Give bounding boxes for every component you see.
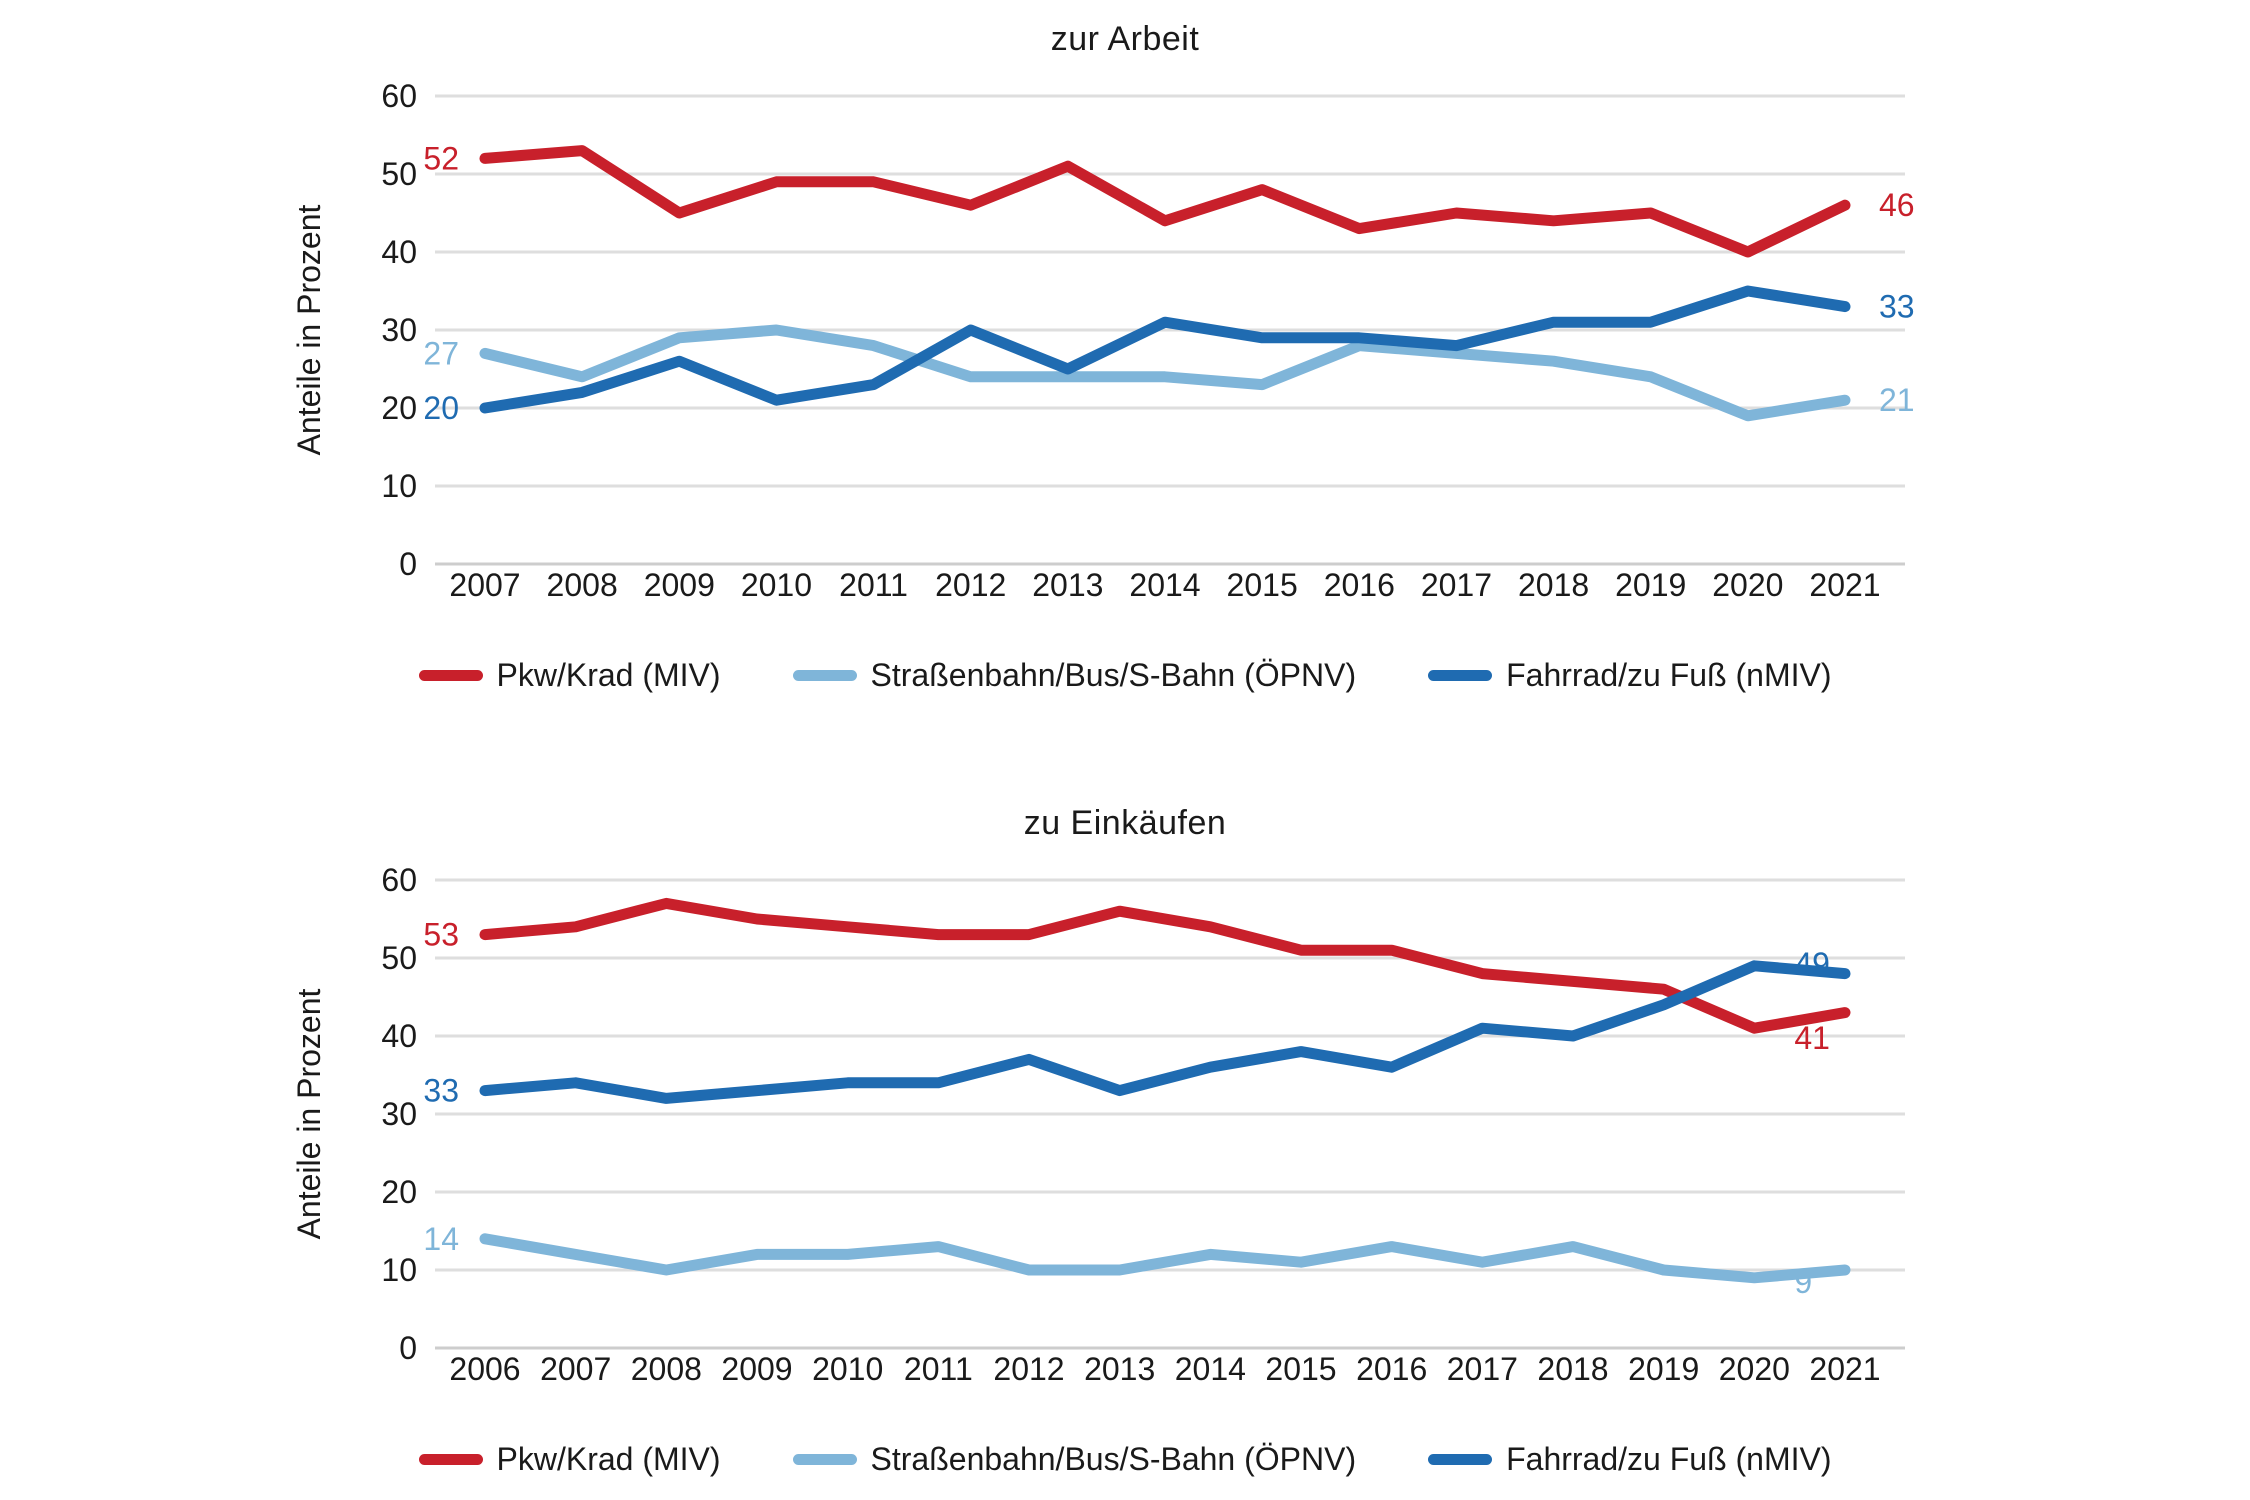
legend-line-swatch-miv [418, 1453, 483, 1465]
x-tick-label-2015: 2015 [1227, 567, 1298, 603]
x-tick-label-2017: 2017 [1421, 567, 1492, 603]
chart-title-zur-arbeit: zur Arbeit [1050, 20, 1200, 58]
x-tick-label-2014: 2014 [1175, 1351, 1246, 1387]
y-tick-label-0: 0 [399, 1330, 417, 1366]
legend-label-oepnv: Straßenbahn/Bus/S-Bahn (ÖPNV) [870, 1441, 1357, 1477]
modal-split-figure: zur Arbeit 0 10 20 30 40 50 60 2007 2008 2009 2010… [0, 22, 2250, 1475]
x-tick-label-2021: 2021 [1809, 567, 1880, 603]
y-axis-title: Anteile in Prozent [291, 204, 327, 455]
y-tick-label-60: 60 [381, 862, 417, 898]
legend-label-miv: Pkw/Krad (MIV) [496, 657, 721, 693]
legend-item-nmiv: Fahrrad/zu Fuß (nMIV) [1428, 657, 1832, 693]
series-end-label-2: 33 [1879, 289, 1915, 325]
series-end-label-0: 41 [1794, 1020, 1830, 1056]
series-start-label-2: 20 [423, 390, 459, 426]
x-tick-label-2012: 2012 [993, 1351, 1064, 1387]
x-tick-label-2008: 2008 [547, 567, 618, 603]
x-tick-label-2017: 2017 [1447, 1351, 1518, 1387]
x-tick-label-2008: 2008 [631, 1351, 702, 1387]
y-tick-label-50: 50 [381, 940, 417, 976]
series-start-label-0: 53 [423, 917, 459, 953]
y-tick-label-60: 60 [381, 78, 417, 114]
line-plot-zu-einkaeufen: 0 10 20 30 40 50 60 2006 2007 2008 2009 2010 2011 201… [291, 862, 1905, 1387]
y-tick-label-10: 10 [381, 1252, 417, 1288]
legend-line-swatch-oepnv [792, 669, 857, 681]
y-tick-label-0: 0 [399, 546, 417, 582]
legend-line-swatch-nmiv [1428, 669, 1493, 681]
y-tick-label-30: 30 [381, 312, 417, 348]
x-tick-label-2009: 2009 [644, 567, 715, 603]
series-line-1 [479, 1233, 1851, 1284]
chart-title-zu-einkaeufen: zu Einkäufen [1023, 804, 1227, 842]
series-line-0 [479, 145, 1851, 258]
x-tick-label-2013: 2013 [1084, 1351, 1155, 1387]
x-tick-label-2006: 2006 [449, 1351, 520, 1387]
legend-item-nmiv: Fahrrad/zu Fuß (nMIV) [1428, 1441, 1832, 1477]
x-tick-label-2009: 2009 [721, 1351, 792, 1387]
x-tick-label-2011: 2011 [904, 1351, 973, 1387]
x-tick-label-2016: 2016 [1324, 567, 1395, 603]
series-start-label-1: 14 [423, 1221, 459, 1257]
legend-item-miv: Pkw/Krad (MIV) [418, 1441, 721, 1477]
x-tick-label-2015: 2015 [1265, 1351, 1336, 1387]
x-tick-label-2020: 2020 [1712, 567, 1783, 603]
y-tick-label-40: 40 [381, 234, 417, 270]
series-start-label-2: 33 [423, 1073, 459, 1109]
y-tick-label-20: 20 [381, 390, 417, 426]
x-tick-label-2018: 2018 [1537, 1351, 1608, 1387]
y-tick-label-50: 50 [381, 156, 417, 192]
x-tick-label-2007: 2007 [449, 567, 520, 603]
legend-item-oepnv: Straßenbahn/Bus/S-Bahn (ÖPNV) [792, 657, 1357, 693]
legend-item-miv: Pkw/Krad (MIV) [418, 657, 721, 693]
x-tick-label-2010: 2010 [741, 567, 812, 603]
legend-line-swatch-oepnv [792, 1453, 857, 1465]
y-axis-title: Anteile in Prozent [291, 988, 327, 1239]
x-tick-label-2021: 2021 [1809, 1351, 1880, 1387]
series-line-2 [479, 960, 1851, 1104]
x-tick-label-2019: 2019 [1615, 567, 1686, 603]
legend-label-nmiv: Fahrrad/zu Fuß (nMIV) [1506, 1441, 1832, 1477]
series-end-label-1: 21 [1879, 382, 1915, 418]
series-end-label-0: 46 [1879, 187, 1915, 223]
x-tick-label-2018: 2018 [1518, 567, 1589, 603]
y-tick-label-30: 30 [381, 1096, 417, 1132]
x-tick-label-2011: 2011 [839, 567, 908, 603]
x-tick-label-2014: 2014 [1129, 567, 1200, 603]
chart-zu-einkaeufen: zu Einkäufen 0 10 20 30 40 50 60 2006 2007 2008 20… [225, 806, 2025, 1475]
legend-zu-einkaeufen: Pkw/Krad (MIV) Straßenbahn/Bus/S-Bahn (Ö… [225, 1443, 2025, 1475]
y-tick-label-40: 40 [381, 1018, 417, 1054]
series-start-label-1: 27 [423, 335, 459, 371]
series-line-2 [479, 285, 1851, 414]
y-tick-label-20: 20 [381, 1174, 417, 1210]
x-tick-label-2019: 2019 [1628, 1351, 1699, 1387]
x-tick-label-2020: 2020 [1719, 1351, 1790, 1387]
legend-line-swatch-nmiv [1428, 1453, 1493, 1465]
legend-label-nmiv: Fahrrad/zu Fuß (nMIV) [1506, 657, 1832, 693]
legend-item-oepnv: Straßenbahn/Bus/S-Bahn (ÖPNV) [792, 1441, 1357, 1477]
series-line-1 [479, 324, 1851, 422]
x-tick-label-2016: 2016 [1356, 1351, 1427, 1387]
x-tick-label-2007: 2007 [540, 1351, 611, 1387]
y-tick-label-10: 10 [381, 468, 417, 504]
legend-label-miv: Pkw/Krad (MIV) [496, 1441, 721, 1477]
legend-line-swatch-miv [418, 669, 483, 681]
chart-zur-arbeit: zur Arbeit 0 10 20 30 40 50 60 2007 2008 2009 2010… [225, 22, 2025, 691]
series-line-0 [479, 897, 1851, 1034]
series-start-label-0: 52 [423, 140, 459, 176]
legend-zur-arbeit: Pkw/Krad (MIV) Straßenbahn/Bus/S-Bahn (Ö… [225, 659, 2025, 691]
x-tick-label-2010: 2010 [812, 1351, 883, 1387]
legend-label-oepnv: Straßenbahn/Bus/S-Bahn (ÖPNV) [870, 657, 1357, 693]
x-tick-label-2012: 2012 [935, 567, 1006, 603]
line-plot-zur-arbeit: 0 10 20 30 40 50 60 2007 2008 2009 2010 2011 2012 201… [291, 78, 1915, 603]
x-tick-label-2013: 2013 [1032, 567, 1103, 603]
